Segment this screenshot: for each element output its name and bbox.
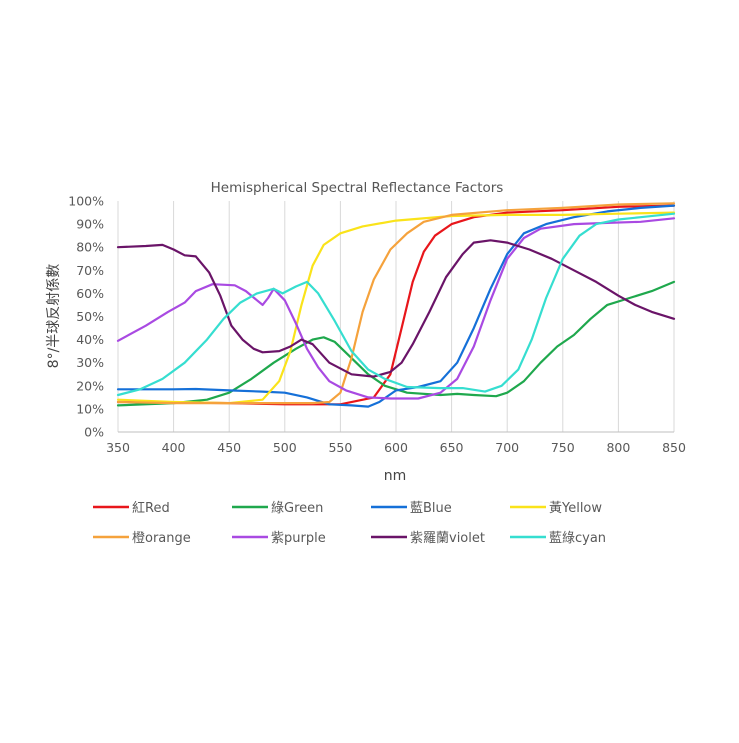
series-line <box>116 211 676 405</box>
x-tick-label: 350 <box>106 440 130 455</box>
y-tick-label: 40% <box>76 332 104 347</box>
x-tick-label: 400 <box>162 440 186 455</box>
x-axis-label: nm <box>384 468 407 484</box>
y-tick-label: 80% <box>76 240 104 255</box>
x-tick-label: 750 <box>551 440 575 455</box>
x-tick-label: 650 <box>440 440 464 455</box>
legend-label: 藍綠cyan <box>549 531 606 546</box>
series-line <box>116 212 676 397</box>
y-tick-label: 30% <box>76 355 104 370</box>
legend-label: 綠Green <box>271 501 323 516</box>
chart-title: Hemispherical Spectral Reflectance Facto… <box>211 180 504 196</box>
x-tick-label: 850 <box>662 440 686 455</box>
legend-label: 紫purple <box>271 531 326 546</box>
y-tick-label: 0% <box>84 425 104 440</box>
y-tick-label: 70% <box>76 263 104 278</box>
series-line <box>116 239 676 378</box>
y-tick-label: 90% <box>76 217 104 232</box>
grid-lines <box>117 201 675 432</box>
x-tick-label: 600 <box>384 440 408 455</box>
y-axis-label: 8°/半球反射係數 <box>46 264 62 369</box>
chart-text: Hemispherical Spectral Reflectance Facto… <box>46 180 503 484</box>
legend-label: 紫羅蘭violet <box>410 530 485 546</box>
series-line <box>116 280 676 407</box>
legend-label: 藍Blue <box>410 501 452 516</box>
x-tick-label: 450 <box>217 440 241 455</box>
series-lines <box>116 202 676 408</box>
x-tick-label: 800 <box>606 440 630 455</box>
x-tick-label: 700 <box>495 440 519 455</box>
y-tick-label: 100% <box>68 194 104 209</box>
series-line <box>116 202 676 405</box>
series-line <box>116 217 676 400</box>
legend-label: 橙orange <box>132 531 191 546</box>
y-tick-label: 10% <box>76 401 104 416</box>
legend-label: 黃Yellow <box>549 501 602 516</box>
legend: 紅Red 綠Green 藍Blue 黃Yellow 橙orange 紫purple 紫羅蘭v… <box>93 501 606 546</box>
series-line <box>116 204 676 408</box>
x-tick-label: 500 <box>273 440 297 455</box>
y-tick-label: 20% <box>76 378 104 393</box>
x-tick-label: 550 <box>328 440 352 455</box>
legend-label: 紅Red <box>132 501 170 516</box>
axes: 350 400 450 500 550 600 650 700 750 800 850 0% 10% 20… <box>68 194 686 456</box>
y-tick-label: 60% <box>76 286 104 301</box>
y-tick-label: 50% <box>76 309 104 324</box>
